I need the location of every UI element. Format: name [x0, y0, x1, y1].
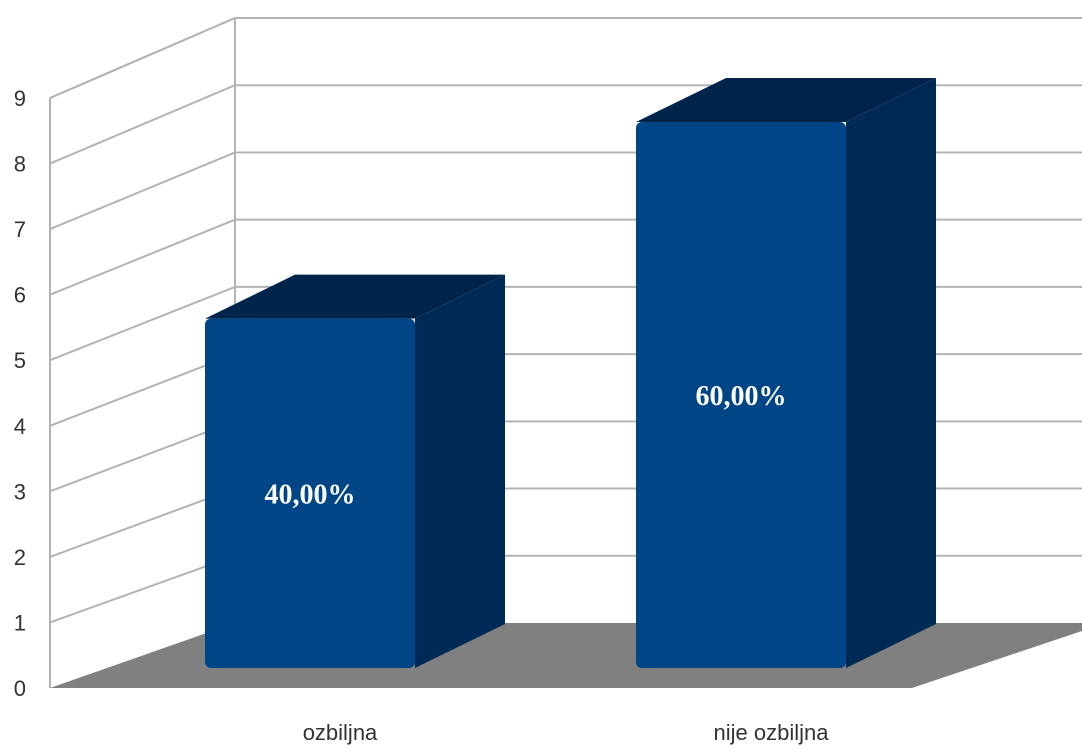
grid-line-side	[49, 353, 236, 427]
chart-floor	[50, 623, 1082, 688]
grid-line-side	[49, 151, 236, 231]
x-category-label: ozbiljna	[303, 720, 378, 745]
y-tick-label: 0	[14, 676, 26, 701]
y-tick-label: 7	[14, 217, 26, 242]
y-tick-label: 4	[14, 414, 26, 439]
grid-line-side	[49, 17, 236, 99]
bars: 40,00% 60,00%	[205, 78, 936, 668]
x-category-label: nije ozbiljna	[714, 720, 830, 745]
y-tick-label: 3	[14, 479, 26, 504]
bar-front-face	[205, 318, 415, 668]
y-tick-label: 1	[14, 610, 26, 635]
floor-plane	[50, 623, 1082, 688]
bar-side-face	[415, 274, 505, 668]
grid-line-side	[49, 420, 236, 493]
grid-line-side	[49, 84, 236, 165]
bar-1: 40,00%	[205, 274, 505, 668]
data-label: 40,00%	[265, 479, 356, 510]
y-tick-label: 6	[14, 283, 26, 308]
bar-front-face	[636, 122, 846, 668]
grid-line-side	[49, 285, 236, 362]
y-tick-label: 8	[14, 152, 26, 177]
grid-line-side	[49, 487, 236, 558]
bar-2: 60,00%	[636, 78, 936, 668]
y-tick-label: 5	[14, 348, 26, 373]
grid-line-side	[49, 218, 236, 296]
data-label: 60,00%	[696, 381, 787, 412]
y-tick-label: 2	[14, 545, 26, 570]
y-tick-label: 9	[14, 86, 26, 111]
bar-side-face	[846, 78, 936, 668]
x-axis-categories: ozbiljna nije ozbiljna	[303, 720, 830, 745]
y-axis-ticks: 0 1 2 3 4 5 6 7 8 9	[14, 86, 26, 701]
bar-top-face	[636, 78, 936, 122]
grid-line-side	[49, 554, 236, 624]
bar-top-face	[205, 274, 505, 319]
